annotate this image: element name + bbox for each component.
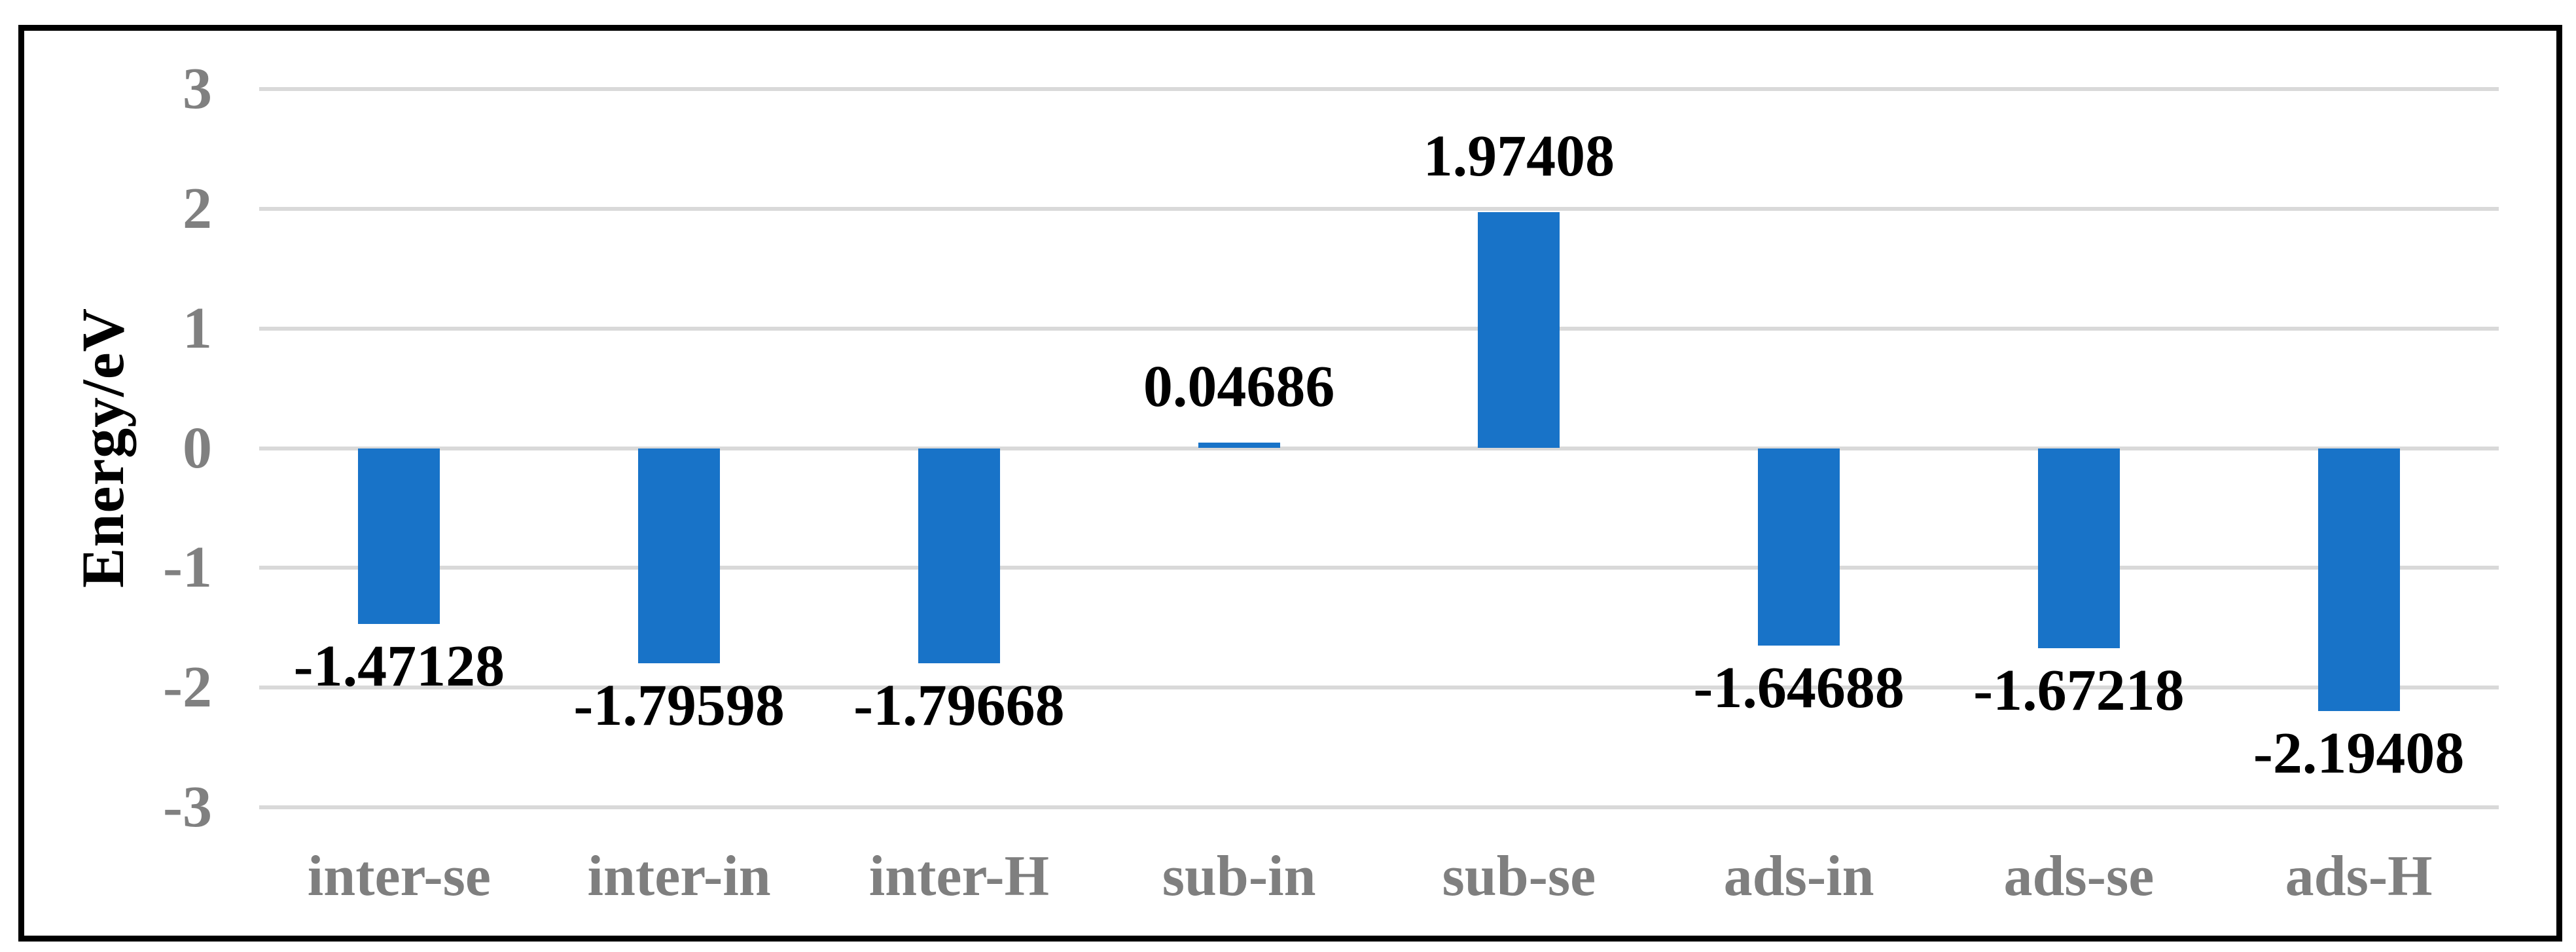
data-label-inter-se: -1.47128 — [293, 634, 505, 699]
gridline-y-2 — [259, 206, 2499, 211]
bar-ads-in — [1758, 448, 1840, 646]
bar-inter-in — [638, 448, 721, 663]
x-tick-label-inter-in: inter-in — [587, 845, 771, 908]
bar-sub-in — [1198, 442, 1280, 449]
data-label-sub-se: 1.97408 — [1423, 123, 1615, 189]
y-tick-label-3: 3 — [183, 56, 212, 121]
data-label-ads-in: -1.64688 — [1693, 655, 1905, 720]
bar-ads-H — [2317, 448, 2400, 711]
x-tick-label-sub-in: sub-in — [1162, 845, 1316, 908]
bar-inter-H — [918, 448, 1000, 663]
y-tick-label-0: 0 — [183, 415, 212, 481]
data-label-ads-H: -2.19408 — [2253, 720, 2465, 786]
gridline-y-0 — [259, 446, 2499, 450]
data-label-sub-in: 0.04686 — [1143, 354, 1335, 419]
y-tick-label-1: 1 — [183, 295, 212, 361]
x-tick-label-sub-se: sub-se — [1442, 845, 1596, 908]
y-tick-label-2: 2 — [183, 175, 212, 241]
bar-sub-se — [1478, 211, 1560, 449]
data-label-ads-se: -1.67218 — [1973, 658, 2185, 723]
chart-border-frame — [18, 25, 2562, 942]
y-tick-label--1: -1 — [163, 535, 212, 600]
y-tick-label--3: -3 — [163, 775, 212, 839]
gridline-y--2 — [259, 686, 2499, 690]
y-tick-label--2: -2 — [163, 655, 212, 720]
bar-inter-se — [358, 448, 440, 625]
gridline-y-1 — [259, 326, 2499, 331]
gridline-y--3 — [259, 805, 2499, 809]
x-tick-label-ads-se: ads-se — [2003, 845, 2155, 908]
gridline-y-3 — [259, 87, 2499, 91]
x-tick-label-ads-in: ads-in — [1723, 845, 1874, 908]
data-label-inter-in: -1.79598 — [573, 672, 785, 738]
bar-ads-se — [2037, 448, 2120, 649]
x-tick-label-inter-H: inter-H — [868, 845, 1050, 908]
gridline-y--1 — [259, 566, 2499, 570]
x-tick-label-ads-H: ads-H — [2285, 845, 2433, 908]
x-tick-label-inter-se: inter-se — [307, 845, 491, 908]
data-label-inter-H: -1.79668 — [853, 672, 1065, 738]
